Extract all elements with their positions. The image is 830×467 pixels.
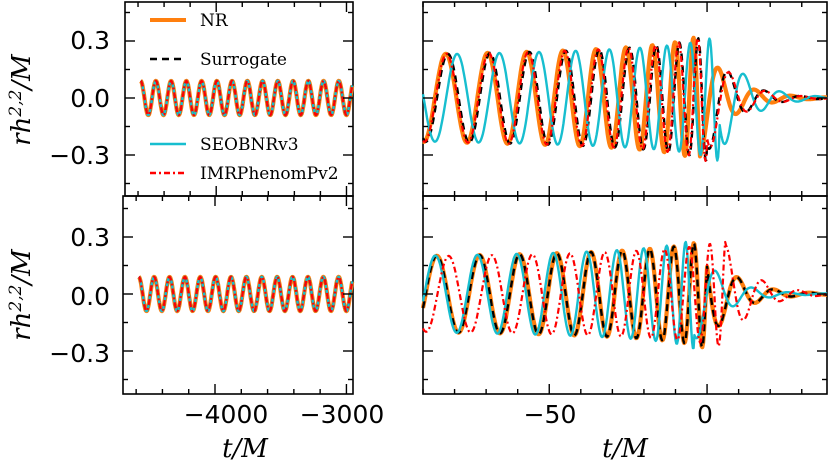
- panel-top-right-curves: [421, 35, 829, 162]
- series-line-seobnrv3: [421, 37, 828, 162]
- series-line-imrphenompv2: [422, 37, 828, 162]
- panel-top-left-curves: [139, 78, 355, 118]
- series-line-imrphenompv2: [138, 275, 354, 313]
- ytick-label-bottom-neg0.3: −0.3: [49, 339, 110, 368]
- panel-bottom-right-curves: [420, 240, 829, 350]
- panel-bottom-left-frame: [122, 195, 354, 395]
- series-line-imrphenompv2: [139, 79, 354, 117]
- series-line-nr: [421, 35, 829, 159]
- tick-marks: [123, 2, 827, 394]
- series-line-surrogate: [421, 241, 828, 349]
- legend-label-seobnrv3: SEOBNRv3: [200, 135, 299, 155]
- legend-label-nr: NR: [200, 11, 229, 31]
- ytick-label-bottom-0.0: 0.0: [70, 282, 110, 311]
- xtick-label-neg3000: −3000: [300, 400, 385, 429]
- ylabel-bottom: rh2,2/M: [6, 248, 37, 341]
- xlabel-left: t/M: [222, 434, 269, 464]
- legend-label-imrphenompv2: IMRPhenomPv2: [200, 164, 339, 184]
- ytick-label-bottom-0.3: 0.3: [70, 223, 110, 252]
- xtick-label-neg4000: −4000: [184, 400, 269, 429]
- ytick-label-top-0.0: 0.0: [70, 84, 110, 113]
- xlabel-right: t/M: [602, 434, 649, 464]
- xtick-label-neg50: −50: [524, 400, 577, 429]
- legend-label-surrogate: Surrogate: [200, 50, 287, 70]
- ytick-label-top-neg0.3: −0.3: [49, 141, 110, 170]
- ytick-label-top-0.3: 0.3: [70, 26, 110, 55]
- panel-bottom-left-curves: [137, 274, 355, 314]
- ylabel-top: rh2,2/M: [6, 53, 37, 146]
- xtick-label-0: 0: [697, 400, 713, 429]
- legend: NR Surrogate SEOBNRv3 IMRPhenomPv2: [150, 11, 339, 184]
- series-line-seobnrv3: [421, 240, 828, 350]
